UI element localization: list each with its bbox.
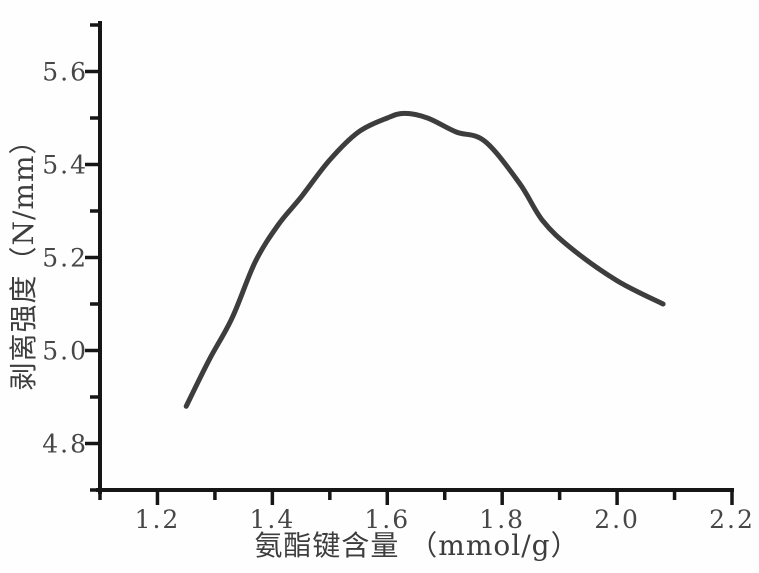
y-tick-label: 5.6 [42,58,88,87]
x-tick-label: 1.8 [479,505,525,534]
y-tick-label: 5.0 [42,337,88,366]
y-axis-title: 剥离强度（N/mm） [7,125,40,390]
x-tick-label: 1.6 [364,505,410,534]
axis-ticks [85,23,734,505]
x-tick-label: 2.0 [594,505,640,534]
x-tick-label: 1.4 [249,505,295,534]
axis-tick-labels: 1.2 1.4 1.6 1.8 2.0 2.2 4.8 5.0 5.2 5.4 5.6 [42,58,755,535]
x-tick-label: 2.2 [709,505,755,534]
peel-strength-curve [183,110,666,409]
y-tick-label: 5.2 [42,244,88,273]
x-axis-title: 氨酯键含量 （mmol/g） [254,529,579,562]
y-tick-label: 4.8 [42,430,88,459]
x-tick-label: 1.2 [135,505,181,534]
y-tick-label: 5.4 [42,151,88,180]
